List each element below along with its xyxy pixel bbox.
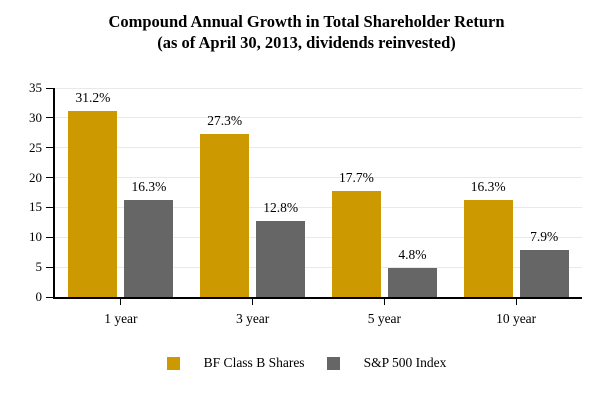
y-axis-tick-label: 30 bbox=[29, 109, 42, 125]
bar-value-label: 16.3% bbox=[470, 178, 506, 194]
bar-bf-class-b-shares-10-year bbox=[463, 199, 513, 297]
bar-bf-class-b-shares-5-year bbox=[331, 191, 381, 297]
legend-swatch-s-p-500-index bbox=[326, 356, 340, 370]
y-tick-mark-25 bbox=[46, 147, 53, 149]
x-tick-mark-1-year bbox=[120, 297, 122, 305]
bar-bf-class-b-shares-3-year bbox=[200, 133, 250, 297]
gridline-10 bbox=[55, 236, 582, 238]
chart-subtitle: (as of April 30, 2013, dividends reinves… bbox=[157, 33, 456, 52]
bar-value-label: 27.3% bbox=[207, 112, 243, 128]
chart-title: Compound Annual Growth in Total Sharehol… bbox=[108, 12, 505, 31]
x-axis-category-label: 3 year bbox=[235, 311, 270, 326]
gridline-35 bbox=[55, 87, 582, 89]
legend-item-s-p-500-index: S&P 500 Index bbox=[326, 355, 447, 371]
bar-value-label: 12.8% bbox=[263, 199, 299, 215]
bar-bf-class-b-shares-1-year bbox=[68, 110, 118, 297]
legend: BF Class B Shares S&P 500 Index bbox=[0, 355, 613, 371]
bar-value-label: 4.8% bbox=[398, 247, 427, 263]
y-tick-mark-20 bbox=[46, 177, 53, 179]
x-axis-category-label: 5 year bbox=[367, 311, 402, 326]
legend-label: BF Class B Shares bbox=[203, 355, 305, 370]
y-axis-tick-label: 20 bbox=[29, 169, 42, 185]
plot-area: 0 5 10 15 20 25 30 35 31.2% 16.3% 1 year 27.3% 12.8%… bbox=[29, 80, 582, 326]
y-tick-mark-35 bbox=[46, 87, 53, 89]
bar-s-p-500-index-3-year bbox=[256, 220, 306, 297]
gridline-20 bbox=[55, 177, 582, 179]
y-tick-mark-10 bbox=[46, 236, 53, 238]
y-axis-tick-label: 15 bbox=[29, 199, 42, 215]
y-axis-tick-label: 5 bbox=[35, 259, 43, 275]
x-axis-category-label: 1 year bbox=[104, 311, 138, 326]
bar-s-p-500-index-5-year bbox=[387, 268, 437, 297]
bar-value-label: 7.9% bbox=[530, 228, 559, 244]
legend-item-bf-class-b-shares: BF Class B Shares bbox=[166, 355, 305, 371]
x-tick-mark-10-year bbox=[515, 297, 517, 305]
y-tick-mark-0 bbox=[46, 296, 53, 298]
bar-value-label: 17.7% bbox=[338, 170, 374, 186]
y-axis-tick-label: 10 bbox=[29, 229, 42, 245]
bar-value-label: 31.2% bbox=[75, 89, 111, 105]
y-axis-tick-label: 35 bbox=[29, 80, 42, 95]
title-block: Compound Annual Growth in Total Sharehol… bbox=[0, 11, 613, 53]
legend-label: S&P 500 Index bbox=[363, 355, 447, 370]
y-tick-mark-15 bbox=[46, 206, 53, 208]
y-axis-tick-label: 25 bbox=[29, 139, 42, 155]
bar-s-p-500-index-1-year bbox=[124, 199, 174, 297]
y-tick-mark-30 bbox=[46, 117, 53, 119]
legend-swatch-bf-class-b-shares bbox=[166, 356, 180, 370]
x-tick-mark-5-year bbox=[383, 297, 385, 305]
y-axis-tick-label: 0 bbox=[35, 289, 43, 304]
x-axis-category-label: 10 year bbox=[496, 311, 537, 326]
bar-s-p-500-index-10-year bbox=[519, 249, 569, 297]
gridline-25 bbox=[55, 147, 582, 149]
gridline-30 bbox=[55, 117, 582, 119]
gridline-15 bbox=[55, 206, 582, 208]
bar-value-label: 16.3% bbox=[131, 178, 167, 194]
y-tick-mark-5 bbox=[46, 266, 53, 268]
x-tick-mark-3-year bbox=[252, 297, 254, 305]
gridline-5 bbox=[55, 266, 582, 268]
